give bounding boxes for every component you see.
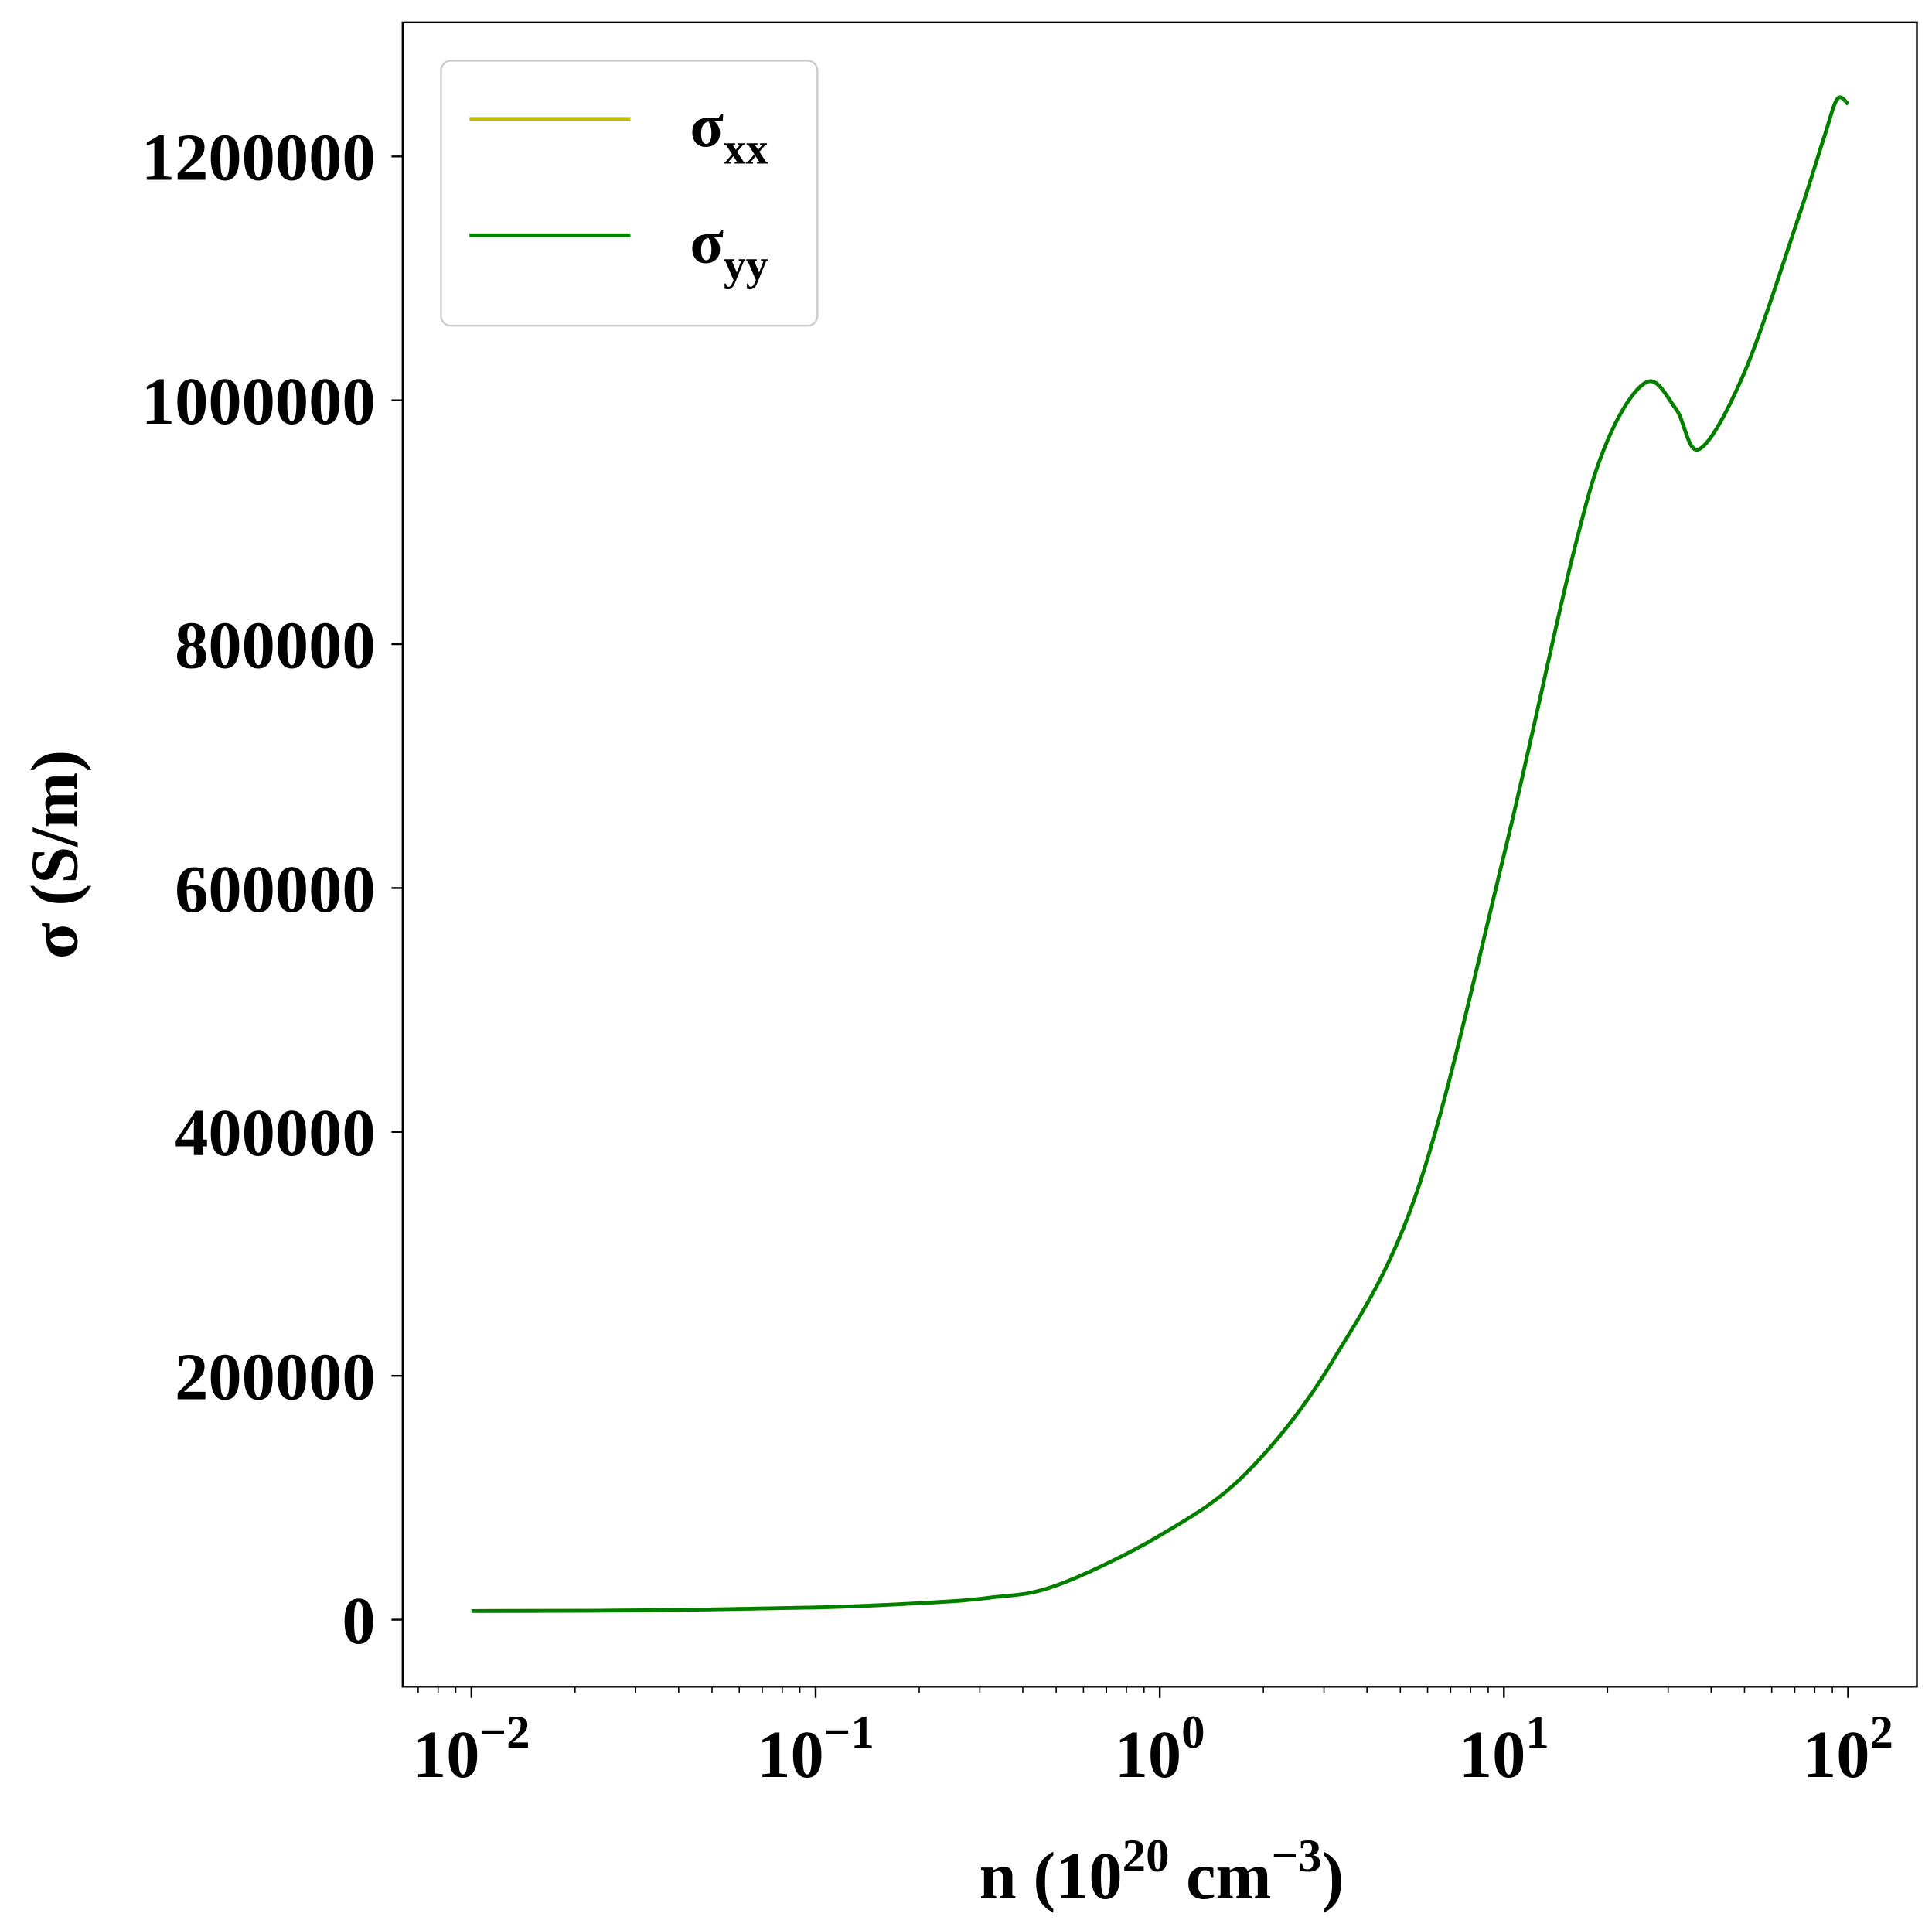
x-tick-label: 101 [1459,1707,1549,1792]
y-axis-ticks: 0 200000 400000 600000 800000 1000000 1200000 [141,121,403,1658]
x-tick-label: 100 [1115,1707,1205,1792]
y-axis-label: σ (S/m) [18,750,92,959]
x-axis-label: n (1020 cm−3) [980,1830,1344,1913]
legend-box [440,60,819,327]
legend-label-sigma-xx: σxx [690,92,768,173]
y-tick-label: 400000 [175,1096,375,1170]
y-tick-label: 200000 [175,1340,375,1414]
y-tick-label: 0 [342,1584,375,1658]
x-axis-ticks: 10−2 10−1 100 101 102 [413,1687,1893,1792]
legend-label-sigma-yy: σyy [690,209,768,290]
legend[interactable]: σxx σyy [440,60,819,327]
y-tick-label: 600000 [175,852,375,926]
y-tick-label: 1200000 [141,121,376,195]
y-tick-label: 800000 [175,608,375,682]
y-tick-label: 1000000 [141,364,376,438]
plot-frame [401,21,1918,1688]
series-lines [471,95,1849,1613]
x-tick-label: 10−2 [413,1707,530,1792]
x-tick-label: 10−1 [757,1707,874,1792]
x-tick-label: 102 [1803,1707,1893,1792]
series-line-sigma-yy [471,95,1849,1613]
